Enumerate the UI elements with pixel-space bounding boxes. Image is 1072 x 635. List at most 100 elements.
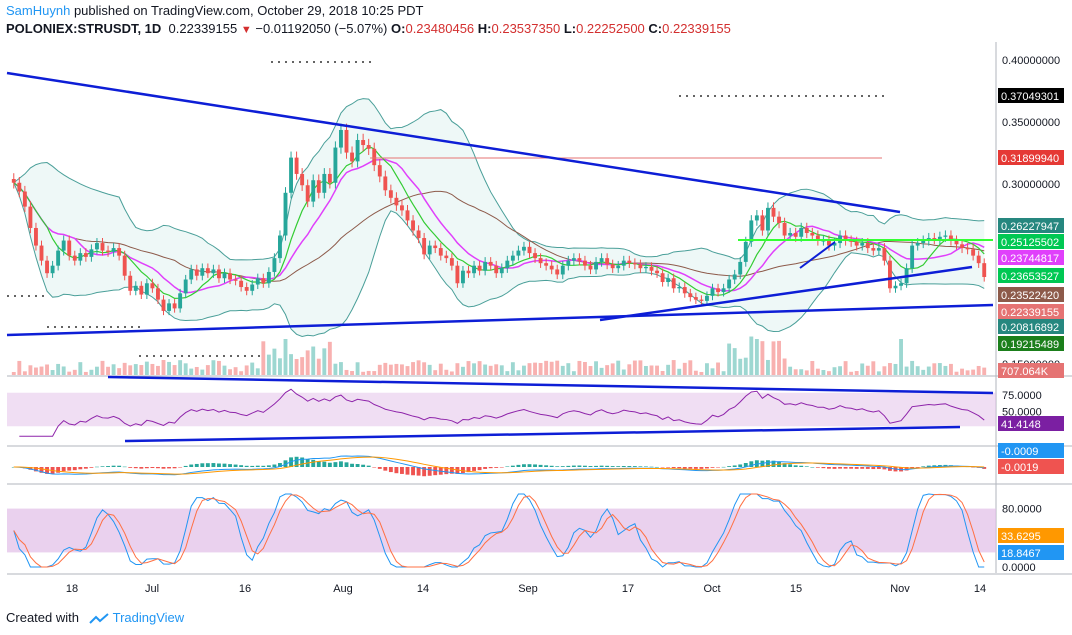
volume-bar xyxy=(400,364,404,375)
volume-bar xyxy=(261,341,266,375)
macd-histogram-bar xyxy=(34,467,38,472)
volume-bar xyxy=(721,371,726,375)
candle-body xyxy=(427,245,432,255)
author-link[interactable]: SamHuynh xyxy=(6,3,71,18)
macd-histogram-bar xyxy=(422,467,427,477)
macd-histogram-bar xyxy=(527,464,532,467)
candle-body xyxy=(760,215,765,231)
volume-bar xyxy=(322,348,327,375)
stoch-band xyxy=(7,508,996,553)
volume-bar xyxy=(217,360,221,375)
candle-body xyxy=(527,246,532,254)
macd-histogram-bar xyxy=(466,467,471,473)
candle-body xyxy=(311,180,316,202)
candle-body xyxy=(716,288,720,293)
tradingview-link[interactable]: TradingView xyxy=(112,610,185,625)
candle-body xyxy=(294,157,299,174)
trend-lines[interactable] xyxy=(6,71,994,443)
macd-panel xyxy=(11,455,987,477)
dotted-marker xyxy=(714,95,716,97)
candle-body xyxy=(316,180,321,193)
candle-body xyxy=(505,260,510,269)
volume-bar xyxy=(705,363,709,375)
price-tag: 0.23522420 xyxy=(1001,290,1059,302)
volume-bar xyxy=(610,363,615,375)
macd-histogram-bar xyxy=(627,466,632,467)
volume-bar xyxy=(544,360,549,375)
volume-bar xyxy=(904,366,909,375)
candle-body xyxy=(605,258,610,265)
dotted-marker xyxy=(223,355,225,357)
price-tag-bg xyxy=(998,234,1064,249)
volume-bar xyxy=(949,363,953,375)
candle-body xyxy=(921,240,926,244)
volume-bar xyxy=(793,369,798,375)
candle-body xyxy=(250,284,255,291)
macd-histogram-bar xyxy=(200,463,205,467)
trendline-upper xyxy=(6,71,901,214)
candle-body xyxy=(943,235,948,237)
macd-histogram-bar xyxy=(161,467,166,469)
dotted-marker xyxy=(251,355,253,357)
ma-pink-line xyxy=(13,158,985,294)
candle-body xyxy=(244,287,249,291)
candle-body xyxy=(28,206,33,228)
stoch-tag: 33.6295 xyxy=(1001,531,1041,543)
volume-bar xyxy=(167,361,171,375)
macd-histogram-bar xyxy=(316,461,321,467)
candle-body xyxy=(649,266,654,271)
volume-bar xyxy=(361,371,366,375)
macd-histogram-bar xyxy=(871,467,876,470)
dotted-marker xyxy=(230,355,232,357)
macd-histogram-bar xyxy=(416,467,421,476)
macd-histogram-bar xyxy=(427,467,432,476)
candle-body xyxy=(754,215,759,221)
symbol-label: POLONIEX:STRUSDT, 1D xyxy=(6,21,162,36)
dotted-marker xyxy=(103,326,105,328)
candle-body xyxy=(405,210,410,221)
dotted-marker xyxy=(700,95,702,97)
macd-histogram-bar xyxy=(971,467,976,468)
dotted-marker xyxy=(292,61,294,63)
candle-body xyxy=(522,246,526,251)
volume-bar xyxy=(427,364,432,375)
candle-body xyxy=(266,271,271,284)
dotted-marker xyxy=(35,295,37,297)
dotted-marker xyxy=(138,326,140,328)
dotted-marker xyxy=(868,95,870,97)
volume-bar xyxy=(876,371,881,375)
time-tick-label: 14 xyxy=(974,583,986,595)
volume-bar xyxy=(150,363,155,375)
candle-body xyxy=(888,260,892,289)
time-tick-label: Sep xyxy=(518,583,538,595)
candle-body xyxy=(322,173,327,193)
candle-body xyxy=(655,270,659,274)
volume-bar xyxy=(22,371,27,375)
volume-bar xyxy=(144,361,149,375)
candle-body xyxy=(804,227,809,234)
macd-tag: -0.0019 xyxy=(1001,462,1038,474)
candle-body xyxy=(161,299,166,311)
volume-bar xyxy=(95,366,99,375)
volume-bar xyxy=(133,364,138,375)
volume-bar xyxy=(200,369,205,375)
price-tag: 0.37049301 xyxy=(1001,91,1059,103)
volume-bar xyxy=(571,371,576,375)
bollinger-upper xyxy=(13,98,985,261)
macd-histogram-bar xyxy=(433,467,438,476)
macd-histogram-bar xyxy=(510,465,515,467)
macd-histogram-bar xyxy=(821,467,826,469)
volume-bar xyxy=(976,365,981,375)
candle-body xyxy=(228,273,232,280)
macd-histogram-bar xyxy=(272,464,277,467)
volume-bar xyxy=(693,370,698,375)
candle-body xyxy=(538,258,543,264)
macd-histogram-bar xyxy=(61,467,66,472)
volume-bar xyxy=(732,348,737,375)
volume-bar xyxy=(100,360,105,375)
candle-body xyxy=(17,182,22,192)
volume-bar xyxy=(366,370,371,375)
time-tick-label: 15 xyxy=(790,583,802,595)
macd-histogram-bar xyxy=(771,460,776,467)
